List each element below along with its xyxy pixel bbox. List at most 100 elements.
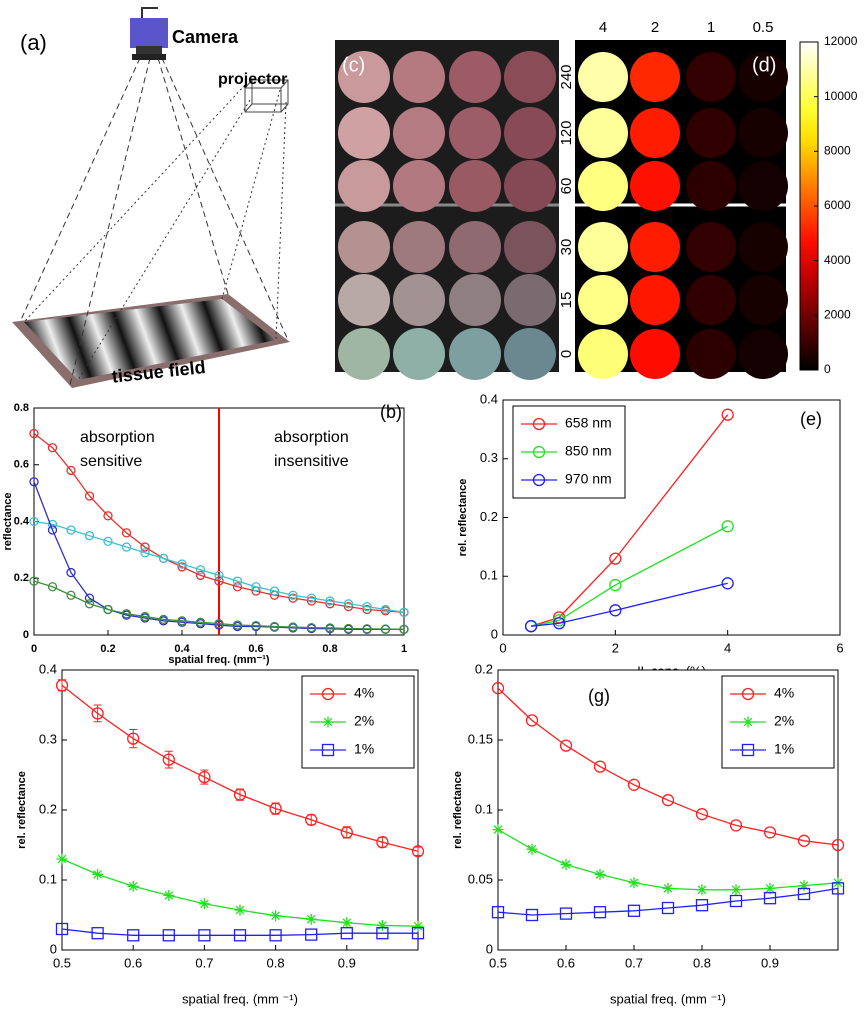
phantom-well bbox=[338, 160, 390, 212]
y-tick-label: 0 bbox=[486, 941, 493, 956]
marker bbox=[323, 717, 334, 728]
x-tick-label: 0.5 bbox=[489, 955, 507, 970]
heatmap-cell bbox=[738, 329, 788, 379]
marker bbox=[743, 717, 754, 728]
y-tick-label: 0.8 bbox=[14, 402, 29, 414]
column-label: 0.5 bbox=[753, 19, 774, 36]
heatmap-cell bbox=[738, 222, 788, 272]
panel-label: (a) bbox=[20, 30, 47, 55]
heatmap-cell bbox=[578, 275, 628, 325]
y-tick-label: 0.3 bbox=[39, 731, 57, 746]
phantom-well bbox=[338, 328, 390, 380]
marker bbox=[799, 880, 810, 891]
phantom-well bbox=[338, 274, 390, 326]
y-tick-label: 0.1 bbox=[480, 568, 498, 583]
column-label: 1 bbox=[707, 19, 715, 36]
x-tick-label: 0.8 bbox=[267, 955, 285, 970]
y-tick-label: 0.2 bbox=[39, 801, 57, 816]
phantom-well bbox=[338, 221, 390, 273]
x-axis-label: spatial freq. (mm ⁻¹) bbox=[182, 991, 298, 1006]
legend-label: 2% bbox=[774, 713, 794, 729]
phantom-well bbox=[393, 221, 445, 273]
marker bbox=[697, 884, 708, 895]
marker bbox=[92, 869, 103, 880]
x-tick-label: 0 bbox=[499, 640, 506, 655]
panel-label: (d) bbox=[752, 54, 776, 76]
row-label: 0 bbox=[558, 350, 575, 358]
x-tick-label: 0 bbox=[31, 643, 37, 655]
heatmap-cell bbox=[630, 329, 680, 379]
phantom-well bbox=[449, 160, 501, 212]
colorbar-tick-label: 10000 bbox=[824, 89, 858, 103]
row-label: 60 bbox=[558, 178, 575, 195]
column-label: 4 bbox=[599, 19, 607, 36]
y-tick-label: 0.05 bbox=[468, 871, 493, 886]
phantom-well bbox=[393, 274, 445, 326]
projector-label: projector bbox=[218, 71, 287, 88]
y-tick-label: 0.1 bbox=[475, 801, 493, 816]
x-tick-label: 4 bbox=[724, 640, 731, 655]
heatmap-cell bbox=[578, 108, 628, 158]
phantom-well bbox=[449, 51, 501, 103]
panel-label: (g) bbox=[588, 686, 610, 706]
heatmap-cell bbox=[686, 161, 736, 211]
y-tick-label: 0.4 bbox=[14, 515, 30, 527]
row-label: 120 bbox=[558, 120, 575, 145]
heatmap-cell bbox=[578, 329, 628, 379]
phantom-well bbox=[393, 51, 445, 103]
column-label: 2 bbox=[651, 19, 659, 36]
camera bbox=[130, 8, 168, 60]
heatmap-cell bbox=[686, 52, 736, 102]
annotation: absorption bbox=[80, 429, 155, 446]
marker bbox=[527, 844, 538, 855]
phantom-well bbox=[449, 221, 501, 273]
x-tick-label: 0.5 bbox=[53, 955, 71, 970]
x-axis-label: spatial freq. (mm ⁻¹) bbox=[610, 991, 726, 1006]
y-tick-label: 0.2 bbox=[14, 572, 29, 584]
figure: (a) Camera projector tissue field (c) 00… bbox=[0, 0, 866, 1017]
heatmap-cell bbox=[578, 161, 628, 211]
heatmap-cell bbox=[630, 108, 680, 158]
colorbar-tick-label: 8000 bbox=[824, 144, 851, 158]
page: body { margin: 0; background: #fff; font… bbox=[0, 0, 866, 1022]
x-tick-label: 0.8 bbox=[322, 643, 337, 655]
marker bbox=[731, 884, 742, 895]
heatmap-cell bbox=[738, 108, 788, 158]
colorbar-tick-label: 12000 bbox=[824, 34, 858, 48]
marker bbox=[377, 920, 388, 931]
phantom-well bbox=[504, 160, 556, 212]
phantom-well bbox=[449, 328, 501, 380]
x-tick-label: 0.7 bbox=[195, 955, 213, 970]
marker bbox=[629, 877, 640, 888]
heatmap-cell bbox=[738, 161, 788, 211]
row-label: 30 bbox=[558, 239, 575, 256]
marker bbox=[595, 869, 606, 880]
phantom-well bbox=[393, 107, 445, 159]
marker bbox=[663, 883, 674, 894]
legend-label: 658 nm bbox=[565, 415, 612, 431]
marker bbox=[413, 921, 424, 932]
row-label: 15 bbox=[558, 292, 575, 309]
marker bbox=[235, 905, 246, 916]
heatmap-cell bbox=[686, 222, 736, 272]
annotation: absorption bbox=[274, 429, 349, 446]
marker bbox=[561, 859, 572, 870]
y-tick-label: 0.6 bbox=[14, 459, 29, 471]
marker bbox=[57, 854, 68, 865]
annotation: insensitive bbox=[274, 453, 349, 470]
x-tick-label: 0.6 bbox=[124, 955, 142, 970]
y-tick-label: 0.2 bbox=[480, 509, 498, 524]
annotation: sensitive bbox=[80, 453, 142, 470]
y-axis-label: rel. reflectance bbox=[452, 771, 464, 849]
y-tick-label: 0 bbox=[491, 626, 498, 641]
phantom-well bbox=[338, 107, 390, 159]
heatmap-cell bbox=[578, 52, 628, 102]
setup-diagram: (a) Camera projector tissue field bbox=[12, 8, 290, 388]
row-label: 240 bbox=[558, 64, 575, 89]
camera-label: Camera bbox=[172, 27, 239, 47]
phantom-well bbox=[504, 107, 556, 159]
legend-label: 4% bbox=[354, 685, 374, 701]
y-tick-label: 0 bbox=[23, 629, 29, 641]
heatmap-cell bbox=[578, 222, 628, 272]
legend-label: 850 nm bbox=[565, 443, 612, 459]
